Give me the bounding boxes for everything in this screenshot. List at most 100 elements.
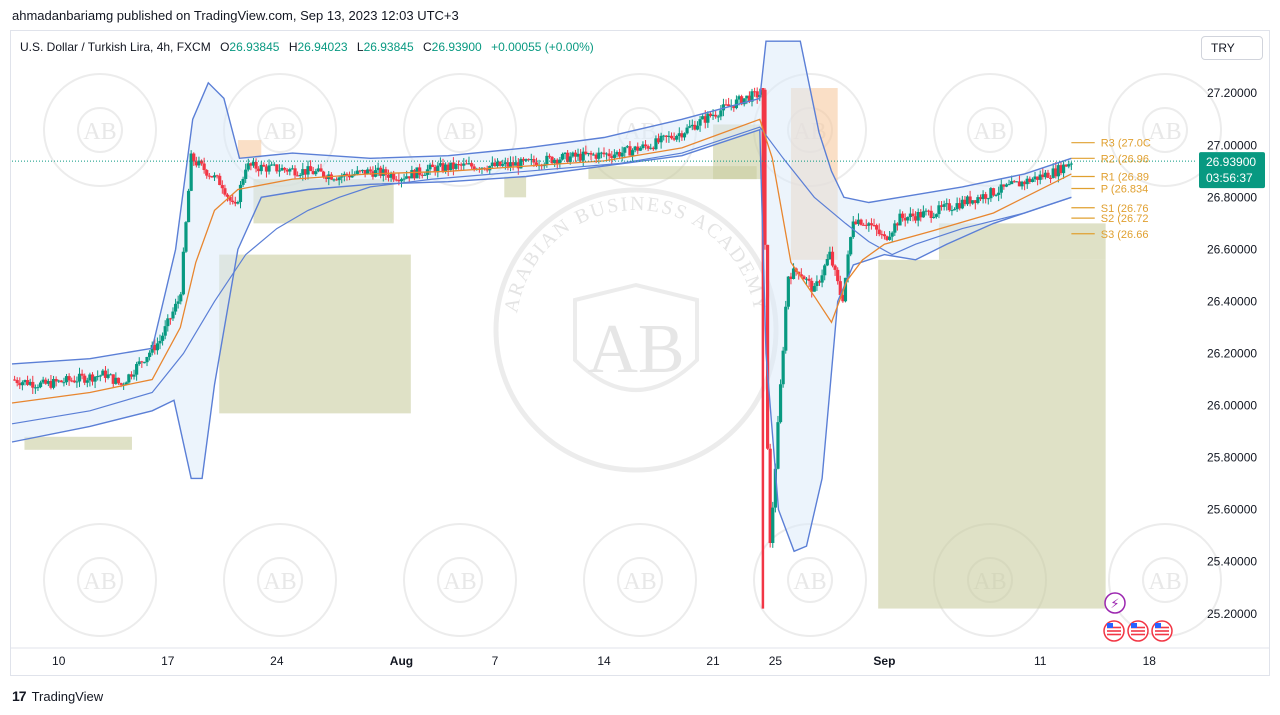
currency-button[interactable]: TRY xyxy=(1201,36,1263,60)
candle-body xyxy=(420,174,424,176)
candle-body xyxy=(277,170,282,172)
candle-body xyxy=(698,119,702,126)
watermark-brand: AB xyxy=(793,569,826,595)
candle-body xyxy=(960,199,964,209)
low-value: 26.93845 xyxy=(363,40,414,54)
change-value: +0.00055 (+0.00%) xyxy=(491,40,594,54)
candle-body xyxy=(67,376,71,381)
candle-body xyxy=(550,156,554,164)
flash-event-icon xyxy=(1104,592,1126,614)
tradingview-logo-icon: 17 xyxy=(12,688,27,704)
candle-body xyxy=(750,91,754,102)
candle-body xyxy=(129,374,134,377)
candle-body xyxy=(677,133,681,137)
candle-body xyxy=(197,160,201,166)
candle-body xyxy=(636,146,640,151)
watermark-arc-text: ARABIAN BUSINESS ACADEMY xyxy=(500,193,772,315)
candle-body xyxy=(955,203,959,210)
pivot-label: S3 (26.66 xyxy=(1101,229,1149,241)
zone-green xyxy=(504,176,527,198)
candle-body xyxy=(360,169,365,171)
candle-body xyxy=(1028,178,1032,182)
candle-body xyxy=(781,350,785,385)
candle-body xyxy=(965,196,970,205)
candle-body xyxy=(971,200,975,204)
candle-body xyxy=(991,188,996,196)
candle-body xyxy=(919,212,923,218)
candle-body xyxy=(617,152,622,157)
candle-body xyxy=(298,174,302,176)
tradingview-footer[interactable]: 17 TradingView xyxy=(12,688,103,704)
high-label: H xyxy=(288,40,298,54)
candle-body xyxy=(825,258,829,266)
candle-body xyxy=(324,176,328,179)
candle-body xyxy=(734,99,739,109)
candle-body xyxy=(303,169,308,175)
y-tick-label: 26.40000 xyxy=(1207,294,1257,308)
candle-body xyxy=(236,202,240,204)
candle-body xyxy=(433,166,437,173)
candle-body xyxy=(680,133,684,138)
candle-body xyxy=(945,203,949,205)
candle-body xyxy=(877,229,881,235)
candle-body xyxy=(532,159,536,163)
candle-body xyxy=(280,167,284,171)
candle-body xyxy=(389,173,393,178)
x-tick-label: Sep xyxy=(873,654,895,668)
candle-body xyxy=(688,126,692,128)
candle-body xyxy=(205,170,209,176)
candle-body xyxy=(976,197,980,204)
watermark-brand: AB xyxy=(973,119,1006,145)
watermark-ring xyxy=(617,557,663,603)
candle-body xyxy=(586,153,591,155)
candle-body xyxy=(903,217,907,221)
candle-body xyxy=(472,166,476,170)
candle-body xyxy=(332,179,336,181)
candle-body xyxy=(358,170,362,172)
watermark-ring xyxy=(257,107,303,153)
candle-body xyxy=(675,136,679,140)
y-tick-label: 25.20000 xyxy=(1207,607,1257,621)
candle-body xyxy=(604,153,609,155)
candle-body xyxy=(719,110,723,117)
candle-body xyxy=(968,196,972,204)
candle-body xyxy=(514,162,518,166)
candle-body xyxy=(584,151,588,155)
candle-body xyxy=(402,178,406,180)
candle-body xyxy=(659,135,663,143)
candle-body xyxy=(283,167,287,170)
candle-body xyxy=(823,265,827,276)
candle-body xyxy=(846,254,850,278)
candle-body xyxy=(20,382,24,386)
candle-body xyxy=(501,164,505,166)
low-label: L xyxy=(356,40,364,54)
bollinger-upper-line xyxy=(11,40,1072,365)
candle-body xyxy=(516,162,520,169)
candle-body xyxy=(212,175,217,178)
watermark-ring xyxy=(403,73,517,187)
candle-body xyxy=(153,344,157,351)
watermark-ring xyxy=(43,73,157,187)
candle-body xyxy=(693,124,697,130)
watermark-ring xyxy=(967,107,1013,153)
watermark-ring xyxy=(403,523,517,637)
x-tick-label: 7 xyxy=(492,654,499,668)
candle-body xyxy=(664,135,668,137)
candle-body xyxy=(641,144,645,149)
candle-body xyxy=(218,175,222,186)
candle-body xyxy=(755,91,759,98)
candle-body xyxy=(155,343,160,351)
current-price-tag xyxy=(1199,152,1265,189)
candle-body xyxy=(321,171,326,177)
candle-body xyxy=(667,135,671,137)
y-tick-label: 25.60000 xyxy=(1207,503,1257,517)
candle-body xyxy=(888,236,892,240)
candle-body xyxy=(246,163,250,170)
x-tick-label: 25 xyxy=(769,654,783,668)
candle-body xyxy=(469,163,474,167)
candle-body xyxy=(521,158,526,161)
candle-body xyxy=(423,174,427,176)
candle-body xyxy=(737,96,741,100)
candle-body xyxy=(763,89,767,245)
